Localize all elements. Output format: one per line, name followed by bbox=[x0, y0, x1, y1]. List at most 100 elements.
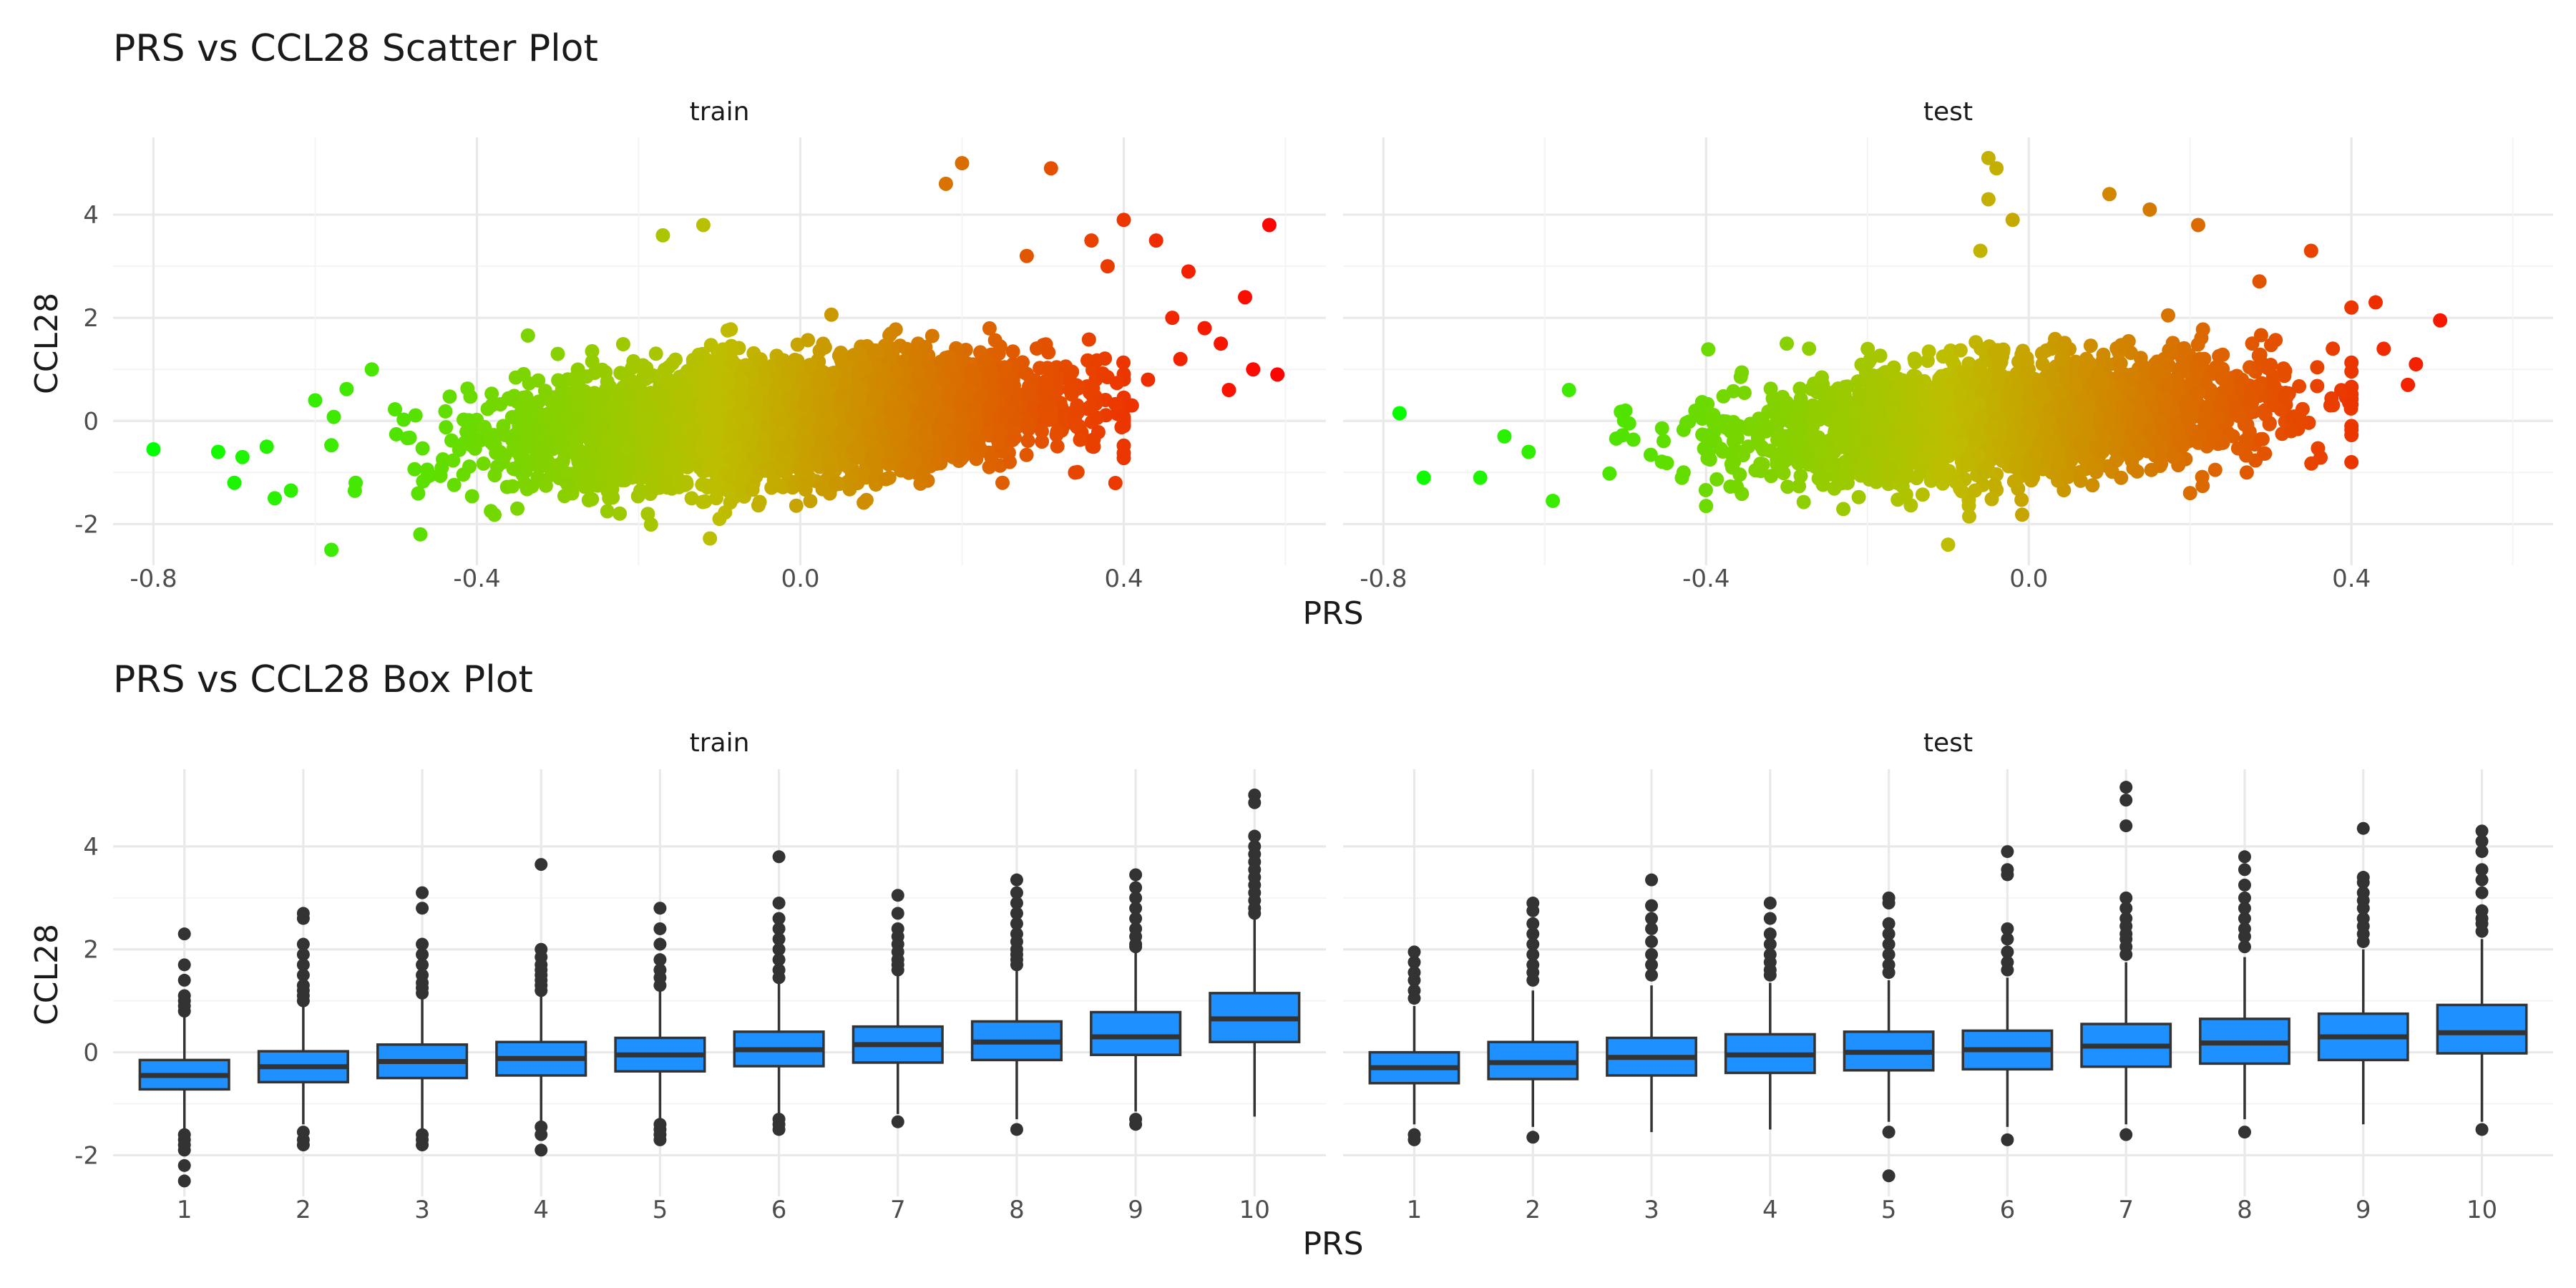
scatter-point bbox=[1058, 359, 1073, 374]
scatter-point bbox=[815, 479, 830, 494]
scatter-point bbox=[721, 396, 736, 411]
scatter-point bbox=[997, 360, 1012, 375]
scatter-point bbox=[1020, 416, 1035, 431]
scatter-point bbox=[415, 441, 430, 456]
scatter-point bbox=[696, 494, 711, 509]
scatter-point bbox=[510, 501, 525, 516]
scatter-point bbox=[407, 462, 422, 477]
scatter-point bbox=[1124, 398, 1139, 413]
scatter-point bbox=[505, 479, 520, 494]
scatter-point bbox=[464, 489, 479, 504]
scatter-point bbox=[1049, 427, 1064, 442]
scatter-point bbox=[2015, 507, 2029, 522]
scatter-point bbox=[439, 420, 454, 435]
scatter-point bbox=[655, 228, 670, 243]
scatter-point bbox=[736, 409, 751, 424]
scatter-point bbox=[686, 353, 701, 367]
scatter-point bbox=[464, 438, 479, 453]
scatter-point bbox=[738, 426, 753, 441]
scatter-point bbox=[915, 377, 930, 391]
scatter-point bbox=[721, 484, 736, 499]
scatter-point bbox=[640, 507, 655, 522]
scatter-point bbox=[1070, 464, 1085, 479]
scatter-point bbox=[686, 427, 701, 442]
scatter-point bbox=[483, 428, 498, 443]
scatter-point bbox=[879, 472, 894, 487]
scatter-point bbox=[567, 371, 582, 386]
scatter-point bbox=[476, 456, 491, 471]
scatter-point bbox=[1181, 264, 1196, 279]
scatter-point bbox=[655, 366, 670, 381]
scatter-point bbox=[918, 428, 933, 442]
scatter-point bbox=[799, 414, 814, 429]
scatter-point bbox=[1085, 381, 1101, 396]
scatter-point bbox=[899, 388, 914, 402]
scatter-point bbox=[146, 441, 161, 457]
scatter-point bbox=[638, 404, 653, 419]
scatter-point bbox=[600, 374, 615, 389]
scatter-point bbox=[745, 482, 760, 497]
scatter-point bbox=[408, 408, 423, 423]
scatter-point bbox=[1116, 415, 1131, 430]
scatter-point bbox=[553, 391, 568, 405]
scatter-point bbox=[560, 477, 575, 492]
scatter-point bbox=[1116, 355, 1131, 370]
scatter-point bbox=[438, 404, 453, 419]
scatter-point bbox=[497, 428, 512, 442]
scatter-point bbox=[931, 421, 946, 436]
scatter-point bbox=[974, 389, 988, 404]
scatter-point bbox=[766, 472, 781, 487]
scatter-point bbox=[723, 469, 738, 484]
scatter-point bbox=[552, 459, 567, 474]
scatter-point bbox=[613, 416, 628, 431]
scatter-point bbox=[630, 375, 645, 390]
scatter-point bbox=[1116, 451, 1131, 466]
scatter-point bbox=[2326, 341, 2341, 356]
scatter-point bbox=[1165, 311, 1180, 326]
scatter-point bbox=[1238, 290, 1252, 305]
scatter-point bbox=[537, 384, 552, 399]
scatter-point bbox=[396, 412, 411, 427]
scatter-point bbox=[857, 495, 872, 510]
scatter-point bbox=[1084, 233, 1099, 248]
scatter-point bbox=[1116, 213, 1131, 228]
scatter-point bbox=[702, 459, 717, 474]
scatter-point bbox=[1029, 341, 1044, 356]
scatter-point bbox=[517, 436, 532, 452]
scatter-point bbox=[622, 386, 637, 401]
scatter-y-label: CCL28 bbox=[29, 293, 65, 394]
scatter-point bbox=[2239, 465, 2254, 480]
scatter-point bbox=[610, 456, 625, 471]
scatter-point bbox=[748, 394, 763, 409]
scatter-point bbox=[1090, 353, 1104, 368]
scatter-point bbox=[551, 373, 566, 388]
scatter-point bbox=[816, 336, 831, 351]
scatter-point bbox=[1019, 447, 1034, 462]
scatter-point bbox=[902, 465, 917, 480]
scatter-point bbox=[913, 476, 928, 491]
scatter-point bbox=[210, 444, 225, 459]
scatter-point bbox=[235, 449, 250, 464]
scatter-point bbox=[493, 397, 508, 411]
scatter-point bbox=[508, 462, 522, 477]
scatter-point bbox=[400, 431, 415, 446]
scatter-point bbox=[868, 390, 883, 405]
scatter-point bbox=[884, 416, 899, 431]
scatter-point bbox=[1109, 376, 1124, 391]
scatter-x-label: PRS bbox=[1302, 595, 1363, 632]
scatter-point bbox=[703, 338, 718, 353]
scatter-point bbox=[1173, 351, 1188, 366]
scatter-point bbox=[1002, 454, 1017, 469]
scatter-point bbox=[1020, 366, 1034, 381]
scatter-point bbox=[858, 404, 873, 419]
scatter-point bbox=[982, 459, 997, 474]
scatter-point bbox=[613, 366, 628, 381]
scatter-point bbox=[995, 475, 1010, 490]
scatter-point bbox=[751, 498, 766, 513]
scatter-point bbox=[1035, 434, 1050, 449]
scatter-point bbox=[1081, 332, 1096, 347]
scatter-point bbox=[520, 328, 535, 343]
scatter-point bbox=[444, 433, 459, 448]
scatter-point bbox=[768, 384, 783, 399]
scatter-point bbox=[420, 469, 435, 484]
